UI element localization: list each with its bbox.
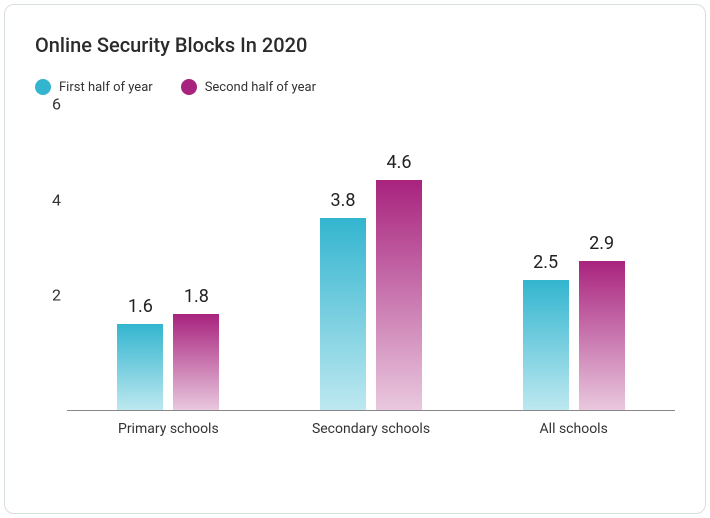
x-axis-labels: Primary schoolsSecondary schoolsAll scho… — [67, 411, 675, 443]
bar: 4.6 — [376, 180, 422, 410]
bar-group: 1.61.8 — [67, 123, 270, 410]
bar-value-label: 1.8 — [184, 286, 209, 307]
chart-plot: 1.61.83.84.62.52.9 246 — [67, 123, 675, 411]
bar-value-label: 4.6 — [387, 152, 412, 173]
legend-label-0: First half of year — [59, 80, 153, 95]
bar-groups: 1.61.83.84.62.52.9 — [67, 123, 675, 410]
bar: 3.8 — [320, 218, 366, 410]
x-axis-label: Primary schools — [67, 411, 270, 443]
bar-value-label: 2.5 — [533, 252, 558, 273]
chart-title: Online Security Blocks In 2020 — [35, 33, 675, 57]
legend-item-0: First half of year — [35, 79, 153, 95]
x-axis-label: All schools — [472, 411, 675, 443]
y-tick: 4 — [41, 190, 61, 209]
y-tick: 2 — [41, 286, 61, 305]
legend: First half of year Second half of year — [35, 79, 675, 95]
legend-swatch-0 — [35, 79, 51, 95]
bar: 2.9 — [579, 261, 625, 410]
y-tick: 6 — [41, 95, 61, 114]
legend-item-1: Second half of year — [181, 79, 316, 95]
chart-plot-wrap: 1.61.83.84.62.52.9 246 Primary schoolsSe… — [41, 123, 675, 443]
bar-value-label: 2.9 — [589, 233, 614, 254]
chart-card: Online Security Blocks In 2020 First hal… — [4, 4, 706, 514]
bar: 2.5 — [523, 280, 569, 410]
x-axis-label: Secondary schools — [270, 411, 473, 443]
bar-group: 2.52.9 — [472, 123, 675, 410]
bar-value-label: 3.8 — [331, 190, 356, 211]
bar-value-label: 1.6 — [128, 296, 153, 317]
bar: 1.6 — [117, 324, 163, 410]
legend-swatch-1 — [181, 79, 197, 95]
bar-group: 3.84.6 — [270, 123, 473, 410]
bar: 1.8 — [173, 314, 219, 410]
legend-label-1: Second half of year — [205, 80, 316, 95]
